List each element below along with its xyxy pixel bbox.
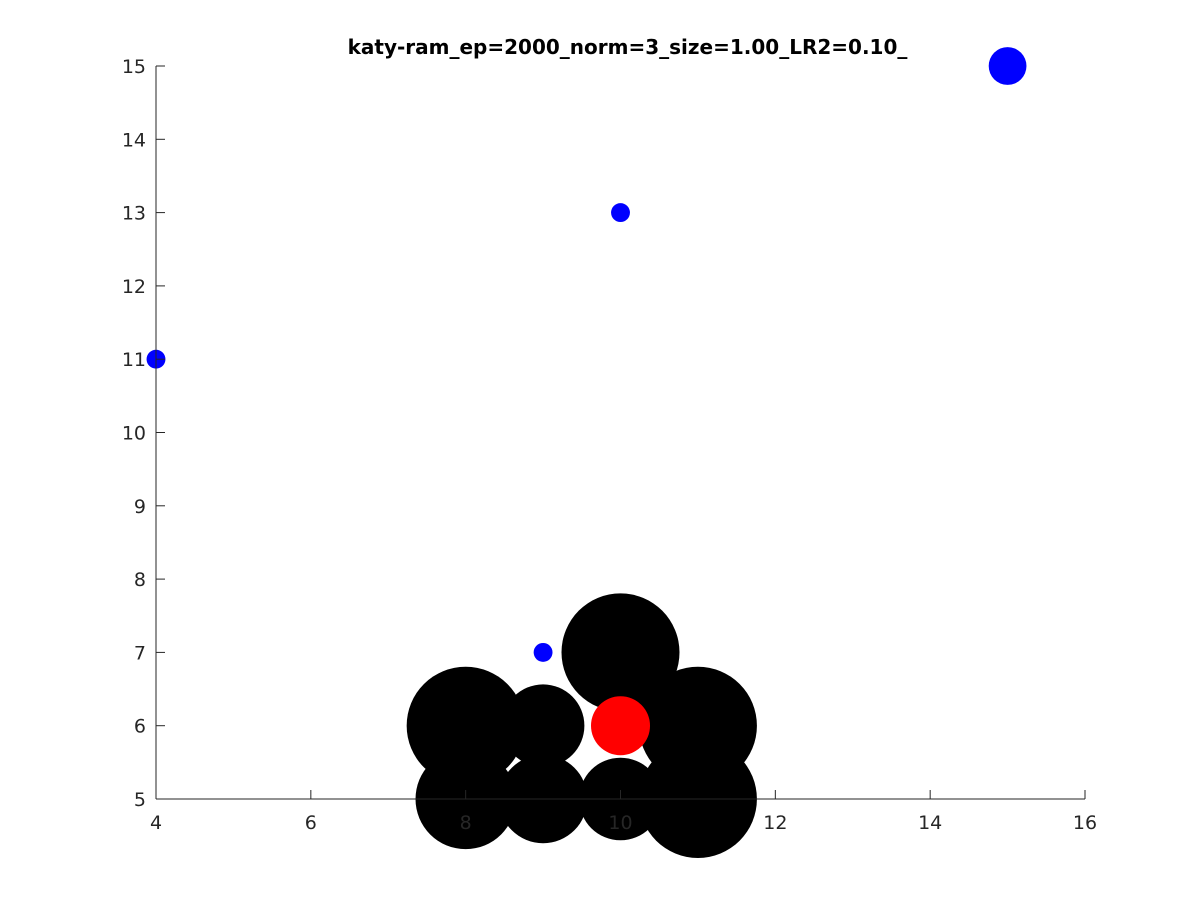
y-axis-ticks: 5 6 7 8 9 10 11 12 13 14 15: [122, 56, 165, 811]
x-tick-label: 6: [305, 812, 317, 834]
x-tick-label: 4: [150, 812, 162, 834]
data-point-s2-1: [533, 642, 553, 662]
y-tick-label: 9: [134, 496, 146, 518]
y-tick-label: 14: [122, 129, 146, 151]
y-tick-label: 13: [122, 203, 146, 225]
data-point-s1-0: [591, 696, 650, 756]
data-point-s0-1: [501, 684, 585, 767]
y-tick-label: 7: [134, 642, 146, 664]
data-point-s2-3: [988, 47, 1027, 85]
y-tick-label: 11: [122, 349, 146, 371]
chart-title: katy-ram_ep=2000_norm=3_size=1.00_LR2=0.…: [348, 35, 908, 59]
axes: 4 6 8 10 12 14 16 5 6 7 8 9 10 11 12 13 14 15: [122, 56, 1097, 834]
data-point-s0-2: [561, 593, 680, 712]
x-axis-ticks: 4 6 8 10 12 14 16: [150, 790, 1097, 834]
y-tick-label: 15: [122, 56, 146, 78]
x-tick-label: 16: [1073, 812, 1097, 834]
x-tick-label: 10: [608, 812, 632, 834]
y-tick-label: 8: [134, 569, 146, 591]
data-marks: [146, 47, 1027, 858]
x-tick-label: 12: [763, 812, 787, 834]
data-point-s0-0: [406, 666, 525, 785]
y-tick-label: 10: [122, 423, 146, 445]
y-tick-label: 12: [122, 276, 146, 298]
y-tick-label: 5: [134, 789, 146, 811]
data-point-s2-2: [611, 203, 630, 223]
x-tick-label: 14: [918, 812, 942, 834]
x-tick-label: 8: [460, 812, 472, 834]
y-tick-label: 6: [134, 716, 146, 738]
